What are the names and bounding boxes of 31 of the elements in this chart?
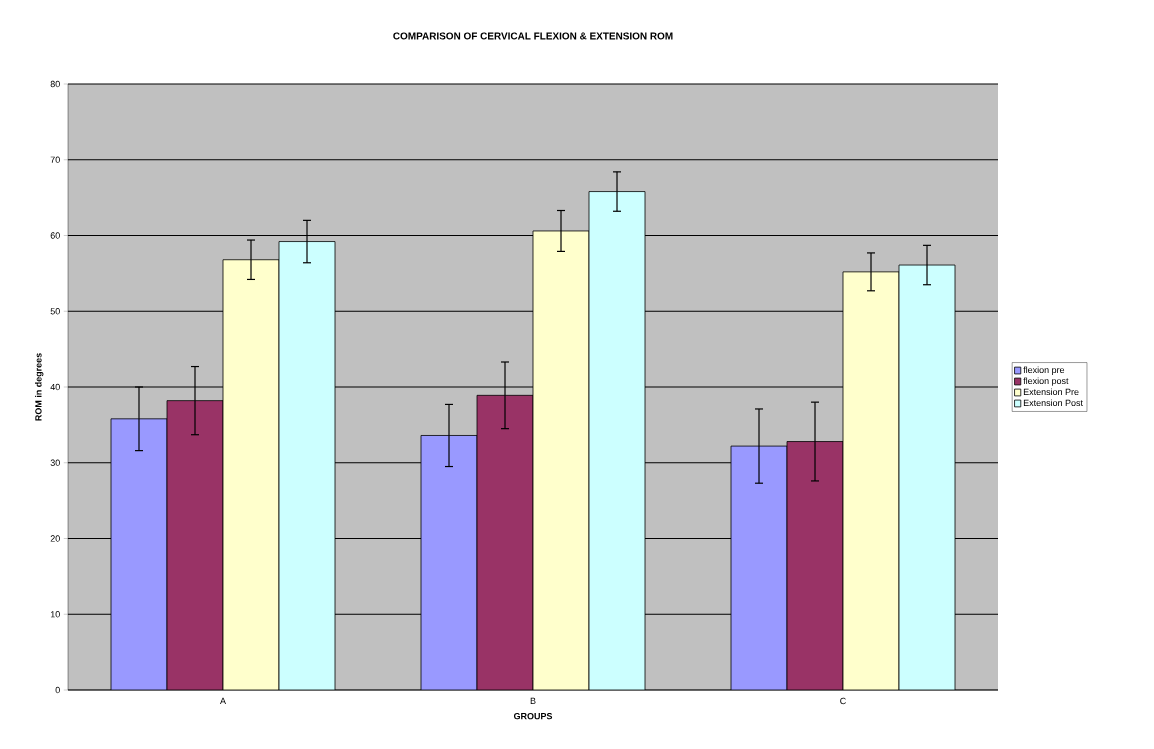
y-axis-title: ROM in degrees xyxy=(35,353,44,421)
y-tick-label: 50 xyxy=(50,308,60,315)
bar xyxy=(222,259,280,690)
y-tick-label: 30 xyxy=(50,459,60,466)
bar xyxy=(166,400,224,690)
bar xyxy=(278,241,336,690)
legend-label: flexion post xyxy=(1023,377,1069,386)
bar xyxy=(476,394,534,690)
y-tick-label: 10 xyxy=(50,611,60,618)
y-tick-label: 80 xyxy=(50,80,60,88)
bar xyxy=(842,271,900,690)
x-tick-label: B xyxy=(530,697,536,704)
chart-title: COMPARISON OF CERVICAL FLEXION & EXTENSION ROM xyxy=(393,32,673,40)
y-tick-label: 40 xyxy=(50,383,60,391)
y-tick-label: 0 xyxy=(55,686,60,694)
y-tick-label: 60 xyxy=(50,232,60,239)
bar xyxy=(898,264,956,690)
y-tick-label: 20 xyxy=(50,535,60,542)
bar xyxy=(532,230,590,690)
bar xyxy=(786,441,844,690)
bar xyxy=(730,445,788,690)
bar xyxy=(110,418,168,690)
legend-label: Extension Pre xyxy=(1023,388,1079,396)
x-tick-label: C xyxy=(840,697,846,705)
y-tick-label: 70 xyxy=(50,156,60,163)
bar xyxy=(588,191,646,690)
x-axis-title: GROUPS xyxy=(513,712,553,720)
legend-label: flexion pre xyxy=(1023,366,1065,375)
legend-label: Extension Post xyxy=(1023,399,1083,407)
x-tick-label: A xyxy=(220,697,226,704)
bar xyxy=(420,435,478,690)
